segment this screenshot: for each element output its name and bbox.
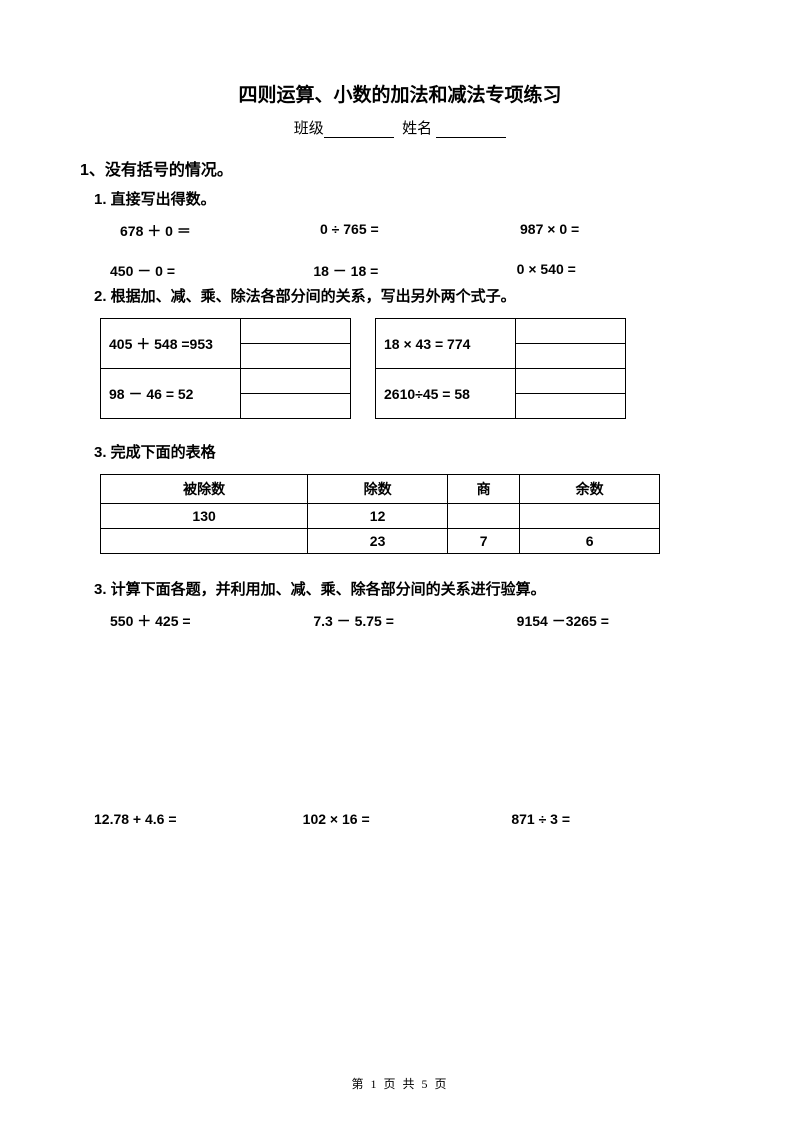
td: 23 — [308, 529, 448, 554]
th: 被除数 — [101, 475, 308, 504]
name-label: 姓名 — [402, 120, 432, 137]
ans-cell — [241, 344, 351, 369]
ans-cell — [516, 394, 626, 419]
class-label: 班级 — [294, 120, 324, 137]
sub4-title: 3. 计算下面各题，并利用加、减、乘、除各部分间的关系进行验算。 — [94, 578, 720, 599]
td: 7 — [447, 529, 519, 554]
td — [447, 504, 519, 529]
td: 6 — [520, 529, 660, 554]
ans-cell — [241, 394, 351, 419]
eq: 550 ＋ 425 = — [110, 611, 313, 631]
name-blank — [436, 137, 506, 138]
page-footer: 第 1 页 共 5 页 — [0, 1075, 800, 1092]
sub1-row1: 678 ＋ 0 ＝ 0 ÷ 765 = 987 × 0 = — [120, 221, 720, 241]
td: 130 — [101, 504, 308, 529]
eq: 0 ÷ 765 = — [320, 221, 520, 241]
eq: 102 × 16 = — [303, 811, 512, 827]
ans-cell — [241, 369, 351, 394]
th: 商 — [447, 475, 519, 504]
section-1-header: 1、没有括号的情况。 — [80, 156, 720, 180]
eq-cell: 405 ＋ 548 =953 — [101, 319, 241, 369]
eq-cell: 98 － 46 = 52 — [101, 369, 241, 419]
eq: 987 × 0 = — [520, 221, 720, 241]
ans-cell — [516, 369, 626, 394]
sub4-row2: 12.78 + 4.6 = 102 × 16 = 871 ÷ 3 = — [94, 811, 720, 827]
eq-cell: 18 × 43 = 774 — [376, 319, 516, 369]
eq: 678 ＋ 0 ＝ — [120, 221, 320, 241]
eq: 18 － 18 = — [313, 261, 516, 281]
sub3-title: 3. 完成下面的表格 — [94, 441, 720, 462]
sub1-title: 1. 直接写出得数。 — [94, 188, 720, 209]
eq: 7.3 － 5.75 = — [313, 611, 516, 631]
ans-cell — [516, 344, 626, 369]
relation-tables: 405 ＋ 548 =953 98 － 46 = 52 18 × 43 = 77… — [100, 318, 720, 419]
ans-cell — [516, 319, 626, 344]
td — [520, 504, 660, 529]
division-table: 被除数 除数 商 余数 130 12 23 7 6 — [100, 474, 660, 554]
student-info: 班级 姓名 — [80, 117, 720, 138]
sub2-title: 2. 根据加、减、乘、除法各部分间的关系，写出另外两个式子。 — [94, 285, 720, 306]
relation-table-right: 18 × 43 = 774 2610÷45 = 58 — [375, 318, 626, 419]
sub4-row1: 550 ＋ 425 = 7.3 － 5.75 = 9154 －3265 = — [110, 611, 720, 631]
eq: 450 － 0 = — [110, 261, 313, 281]
eq: 12.78 + 4.6 = — [94, 811, 303, 827]
ans-cell — [241, 319, 351, 344]
td — [101, 529, 308, 554]
th: 余数 — [520, 475, 660, 504]
eq: 0 × 540 = — [517, 261, 720, 281]
td: 12 — [308, 504, 448, 529]
eq-cell: 2610÷45 = 58 — [376, 369, 516, 419]
eq: 871 ÷ 3 = — [511, 811, 720, 827]
sub1-row2: 450 － 0 = 18 － 18 = 0 × 540 = — [110, 261, 720, 281]
class-blank — [324, 137, 394, 138]
th: 除数 — [308, 475, 448, 504]
page-title: 四则运算、小数的加法和减法专项练习 — [80, 80, 720, 107]
relation-table-left: 405 ＋ 548 =953 98 － 46 = 52 — [100, 318, 351, 419]
eq: 9154 －3265 = — [517, 611, 720, 631]
